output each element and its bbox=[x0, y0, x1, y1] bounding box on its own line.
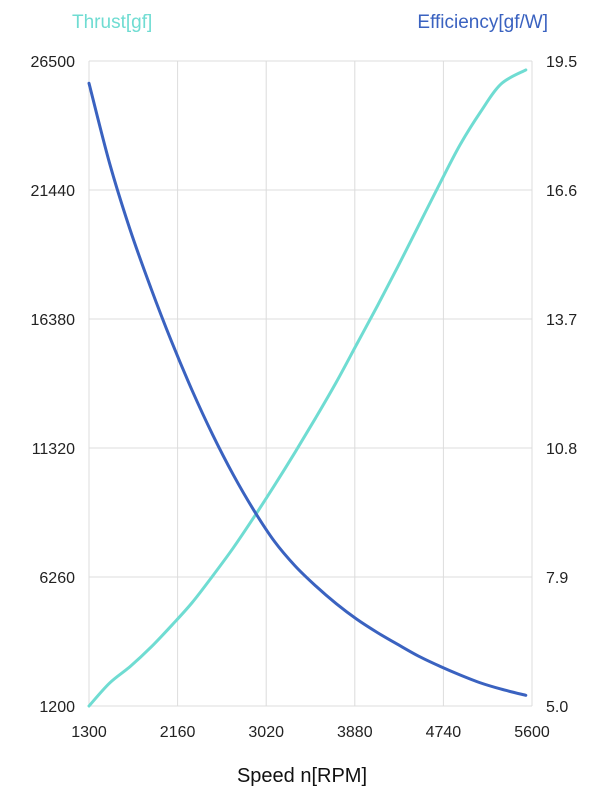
x-tick-label: 4740 bbox=[426, 724, 462, 741]
y-right-tick-label: 10.8 bbox=[546, 441, 577, 458]
y-right-tick-labels: 5.0 7.9 10.8 13.7 16.6 19.5 bbox=[546, 54, 577, 716]
x-tick-label: 5600 bbox=[514, 724, 550, 741]
y-left-tick-label: 16380 bbox=[31, 312, 76, 329]
x-tick-label: 3880 bbox=[337, 724, 373, 741]
y-left-tick-label: 1200 bbox=[39, 699, 75, 716]
x-tick-label: 2160 bbox=[160, 724, 196, 741]
y-right-tick-label: 19.5 bbox=[546, 54, 577, 71]
x-tick-label: 1300 bbox=[71, 724, 107, 741]
thrust-series-line bbox=[87, 68, 528, 708]
y-right-tick-label: 7.9 bbox=[546, 570, 568, 587]
y-right-tick-label: 16.6 bbox=[546, 183, 577, 200]
y-left-axis-title: Thrust[gf] bbox=[72, 12, 152, 33]
x-tick-labels: 1300 2160 3020 3880 4740 5600 bbox=[71, 724, 550, 741]
y-left-tick-label: 26500 bbox=[31, 54, 76, 71]
efficiency-series-line bbox=[87, 81, 528, 697]
x-tick-label: 3020 bbox=[248, 724, 284, 741]
y-left-tick-label: 11320 bbox=[32, 441, 75, 458]
y-left-tick-label: 6260 bbox=[39, 570, 75, 587]
y-left-tick-labels: 1200 6260 11320 16380 21440 26500 bbox=[31, 54, 76, 716]
grid bbox=[88, 60, 533, 707]
y-left-tick-label: 21440 bbox=[31, 183, 76, 200]
y-right-tick-label: 13.7 bbox=[546, 312, 577, 329]
y-right-axis-title: Efficiency[gf/W] bbox=[417, 12, 548, 33]
series-layer bbox=[87, 68, 528, 708]
x-axis-title: Speed n[RPM] bbox=[237, 765, 367, 787]
y-right-tick-label: 5.0 bbox=[546, 699, 568, 716]
